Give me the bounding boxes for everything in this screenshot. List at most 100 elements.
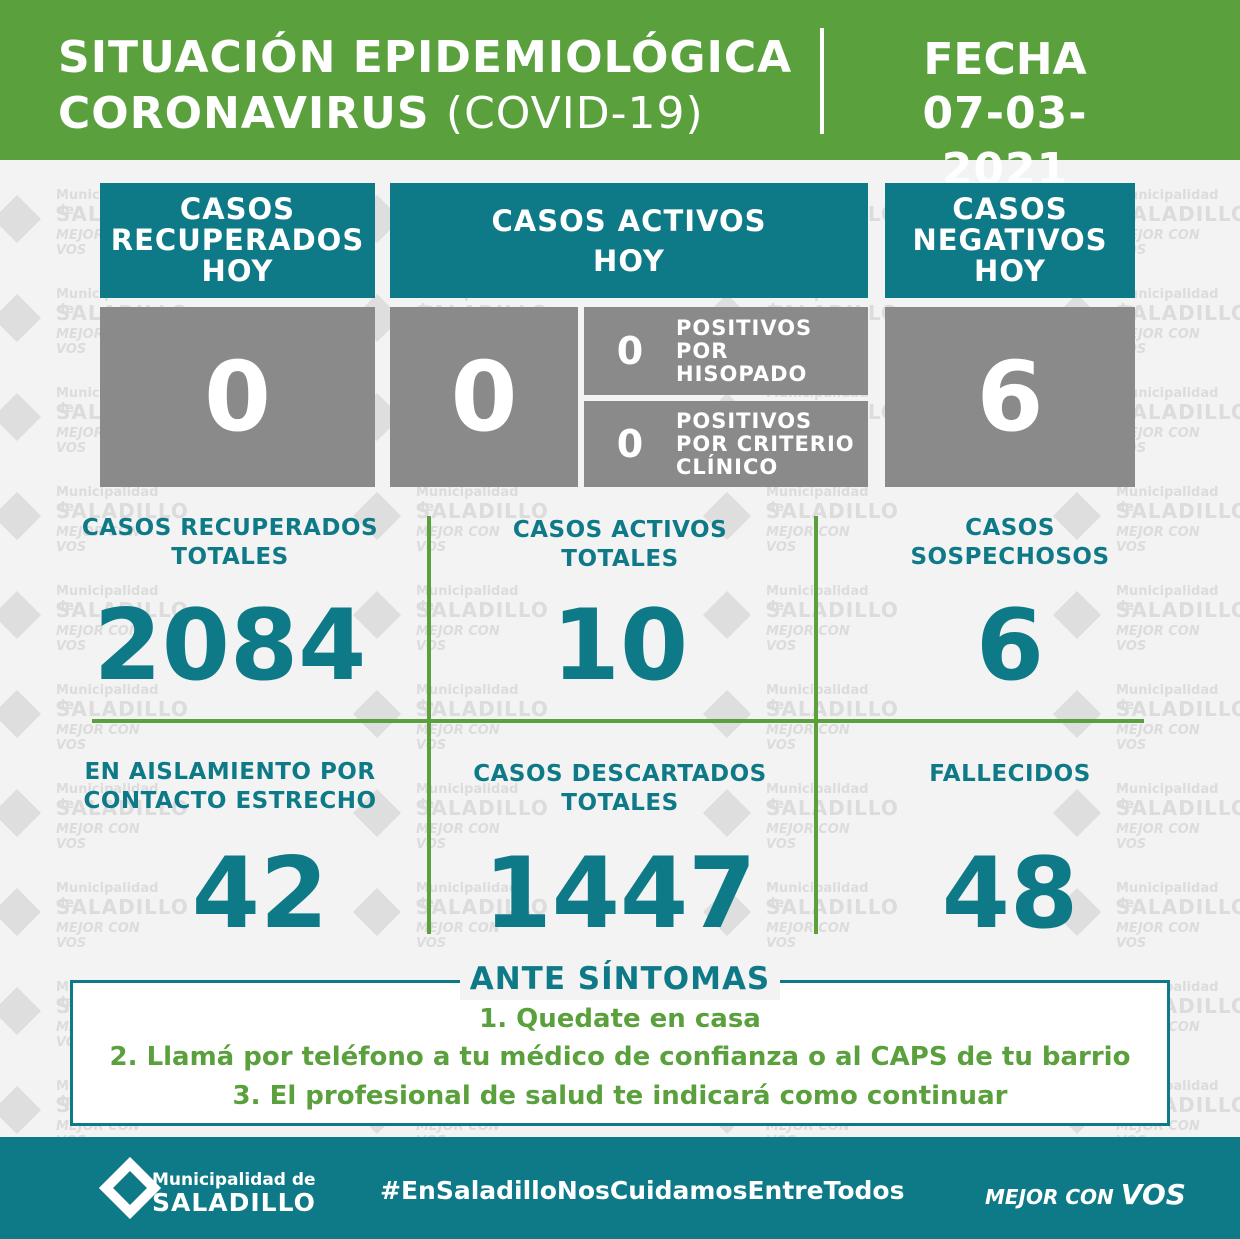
label-line: EN AISLAMIENTO POR <box>84 759 376 785</box>
watermark-text: MEJOR CON VOS <box>56 525 140 555</box>
watermark-text: Municipalidad de <box>1116 881 1219 911</box>
watermark-text: SALADILLO <box>56 796 189 820</box>
grid-line-vertical <box>814 516 818 934</box>
watermark-text: MEJOR CON VOS <box>416 921 500 951</box>
watermark-logo-icon <box>1052 689 1102 739</box>
header-divider <box>820 28 824 134</box>
footer-org-line-2: SALADILLO <box>152 1188 316 1217</box>
label-line: CASOS <box>952 192 1068 226</box>
watermark-logo-icon <box>0 986 42 1036</box>
label-line: TOTALES <box>171 544 289 570</box>
watermark-logo-icon <box>1052 788 1102 838</box>
watermark-logo-icon <box>0 491 42 541</box>
watermark-text: MEJOR CON VOS <box>766 723 850 753</box>
footer-hashtag: #EnSaladilloNosCuidamosEntreTodos <box>380 1176 905 1205</box>
step-1: 1. Quedate en casa <box>479 1004 761 1034</box>
negativos-hoy-value: 6 <box>885 307 1135 487</box>
watermark-text: Municipalidad de <box>56 881 159 911</box>
sospechosos-value: 6 <box>975 589 1045 703</box>
footer-bar <box>0 1137 1240 1239</box>
watermark-text: MEJOR CON VOS <box>1116 624 1200 654</box>
aislamiento-label: EN AISLAMIENTO POR CONTACTO ESTRECHO <box>70 758 390 816</box>
watermark-text: SALADILLO <box>1116 301 1240 325</box>
watermark-text: SALADILLO <box>416 499 549 523</box>
watermark-text: MEJOR CON VOS <box>766 921 850 951</box>
recuperados-hoy-value: 0 <box>100 307 375 487</box>
watermark-text: MEJOR CON VOS <box>766 624 850 654</box>
watermark-text: MEJOR CON VOS <box>766 822 850 852</box>
date-label: FECHA <box>923 34 1087 85</box>
label-line: NEGATIVOS <box>912 223 1108 257</box>
watermark-text: SALADILLO <box>56 697 189 721</box>
watermark-text: SALADILLO <box>416 598 549 622</box>
label-line: HOY <box>201 254 274 288</box>
watermark-text: MEJOR CON VOS <box>56 921 140 951</box>
watermark-logo-icon <box>0 788 42 838</box>
title-coronavirus: CORONAVIRUS <box>58 88 430 139</box>
header-bar <box>0 0 1240 160</box>
label-line: TOTALES <box>561 546 679 572</box>
step-2: 2. Llamá por teléfono a tu médico de con… <box>109 1042 1131 1072</box>
title-line-2: CORONAVIRUS (COVID-19) <box>58 86 792 142</box>
watermark-text: SALADILLO <box>1116 598 1240 622</box>
watermark-text: SALADILLO <box>766 796 899 820</box>
watermark-logo-icon <box>0 689 42 739</box>
hisopado-label-line: POSITIVOS <box>676 315 813 340</box>
watermark-text: SALADILLO <box>1116 499 1240 523</box>
watermark-text: SALADILLO <box>1116 895 1240 919</box>
criterio-value: 0 <box>616 422 644 466</box>
aislamiento-value: 42 <box>191 837 329 951</box>
label-line: SOSPECHOSOS <box>910 544 1110 570</box>
watermark-text: SALADILLO <box>766 697 899 721</box>
label-line: FALLECIDOS <box>929 761 1091 787</box>
label-line: TOTALES <box>561 790 679 816</box>
watermark-text: SALADILLO <box>416 796 549 820</box>
watermark-text: MEJOR CON VOS <box>416 624 500 654</box>
watermark-logo-icon <box>702 689 752 739</box>
watermark-text: SALADILLO <box>56 598 189 622</box>
watermark-text: SALADILLO <box>56 499 189 523</box>
ante-sintomas-title: ANTE SÍNTOMAS <box>460 958 780 1000</box>
hisopado-card: 0 POSITIVOS POR HISOPADO <box>584 307 868 395</box>
card-activos-hoy-header: CASOS ACTIVOS HOY <box>390 183 868 298</box>
watermark-text: Municipalidad de <box>1116 683 1219 713</box>
watermark-text: Municipalidad de <box>416 485 519 515</box>
hisopado-value: 0 <box>616 329 644 373</box>
watermark-text: MEJOR CON VOS <box>416 822 500 852</box>
watermark-text: SALADILLO <box>1116 400 1240 424</box>
watermark-text: Municipalidad de <box>766 485 869 515</box>
watermark-text: Municipalidad de <box>1116 584 1219 614</box>
watermark-text: SALADILLO <box>56 895 189 919</box>
watermark-text: SALADILLO <box>766 499 899 523</box>
card-negativos-hoy-header: CASOS NEGATIVOS HOY <box>885 183 1135 298</box>
hisopado-label-line: POR <box>676 338 729 363</box>
footer-org-line-1: Municipalidad de <box>152 1170 316 1190</box>
watermark-logo-icon <box>0 590 42 640</box>
watermark-text: MEJOR CON VOS <box>56 624 140 654</box>
label-line: HOY <box>974 254 1046 288</box>
watermark-text: MEJOR CON VOS <box>1116 525 1200 555</box>
title-line-1: SITUACIÓN EPIDEMIOLÓGICA <box>58 32 793 83</box>
activos-totales-label: CASOS ACTIVOS TOTALES <box>450 516 790 574</box>
recuperados-totales-label: CASOS RECUPERADOS TOTALES <box>70 514 390 572</box>
watermark-logo-icon <box>0 887 42 937</box>
step-3: 3. El profesional de salud te indicará c… <box>232 1081 1008 1111</box>
watermark-logo-icon <box>0 1085 42 1135</box>
watermark-logo-icon <box>0 194 42 244</box>
criterio-card: 0 POSITIVOS POR CRITERIO CLÍNICO <box>584 401 868 487</box>
ante-sintomas-box <box>70 980 1170 1126</box>
watermark-text: SALADILLO <box>1116 697 1240 721</box>
watermark-text: MEJOR CON VOS <box>56 723 140 753</box>
card-recuperados-hoy-header: CASOS RECUPERADOS HOY <box>100 183 375 298</box>
